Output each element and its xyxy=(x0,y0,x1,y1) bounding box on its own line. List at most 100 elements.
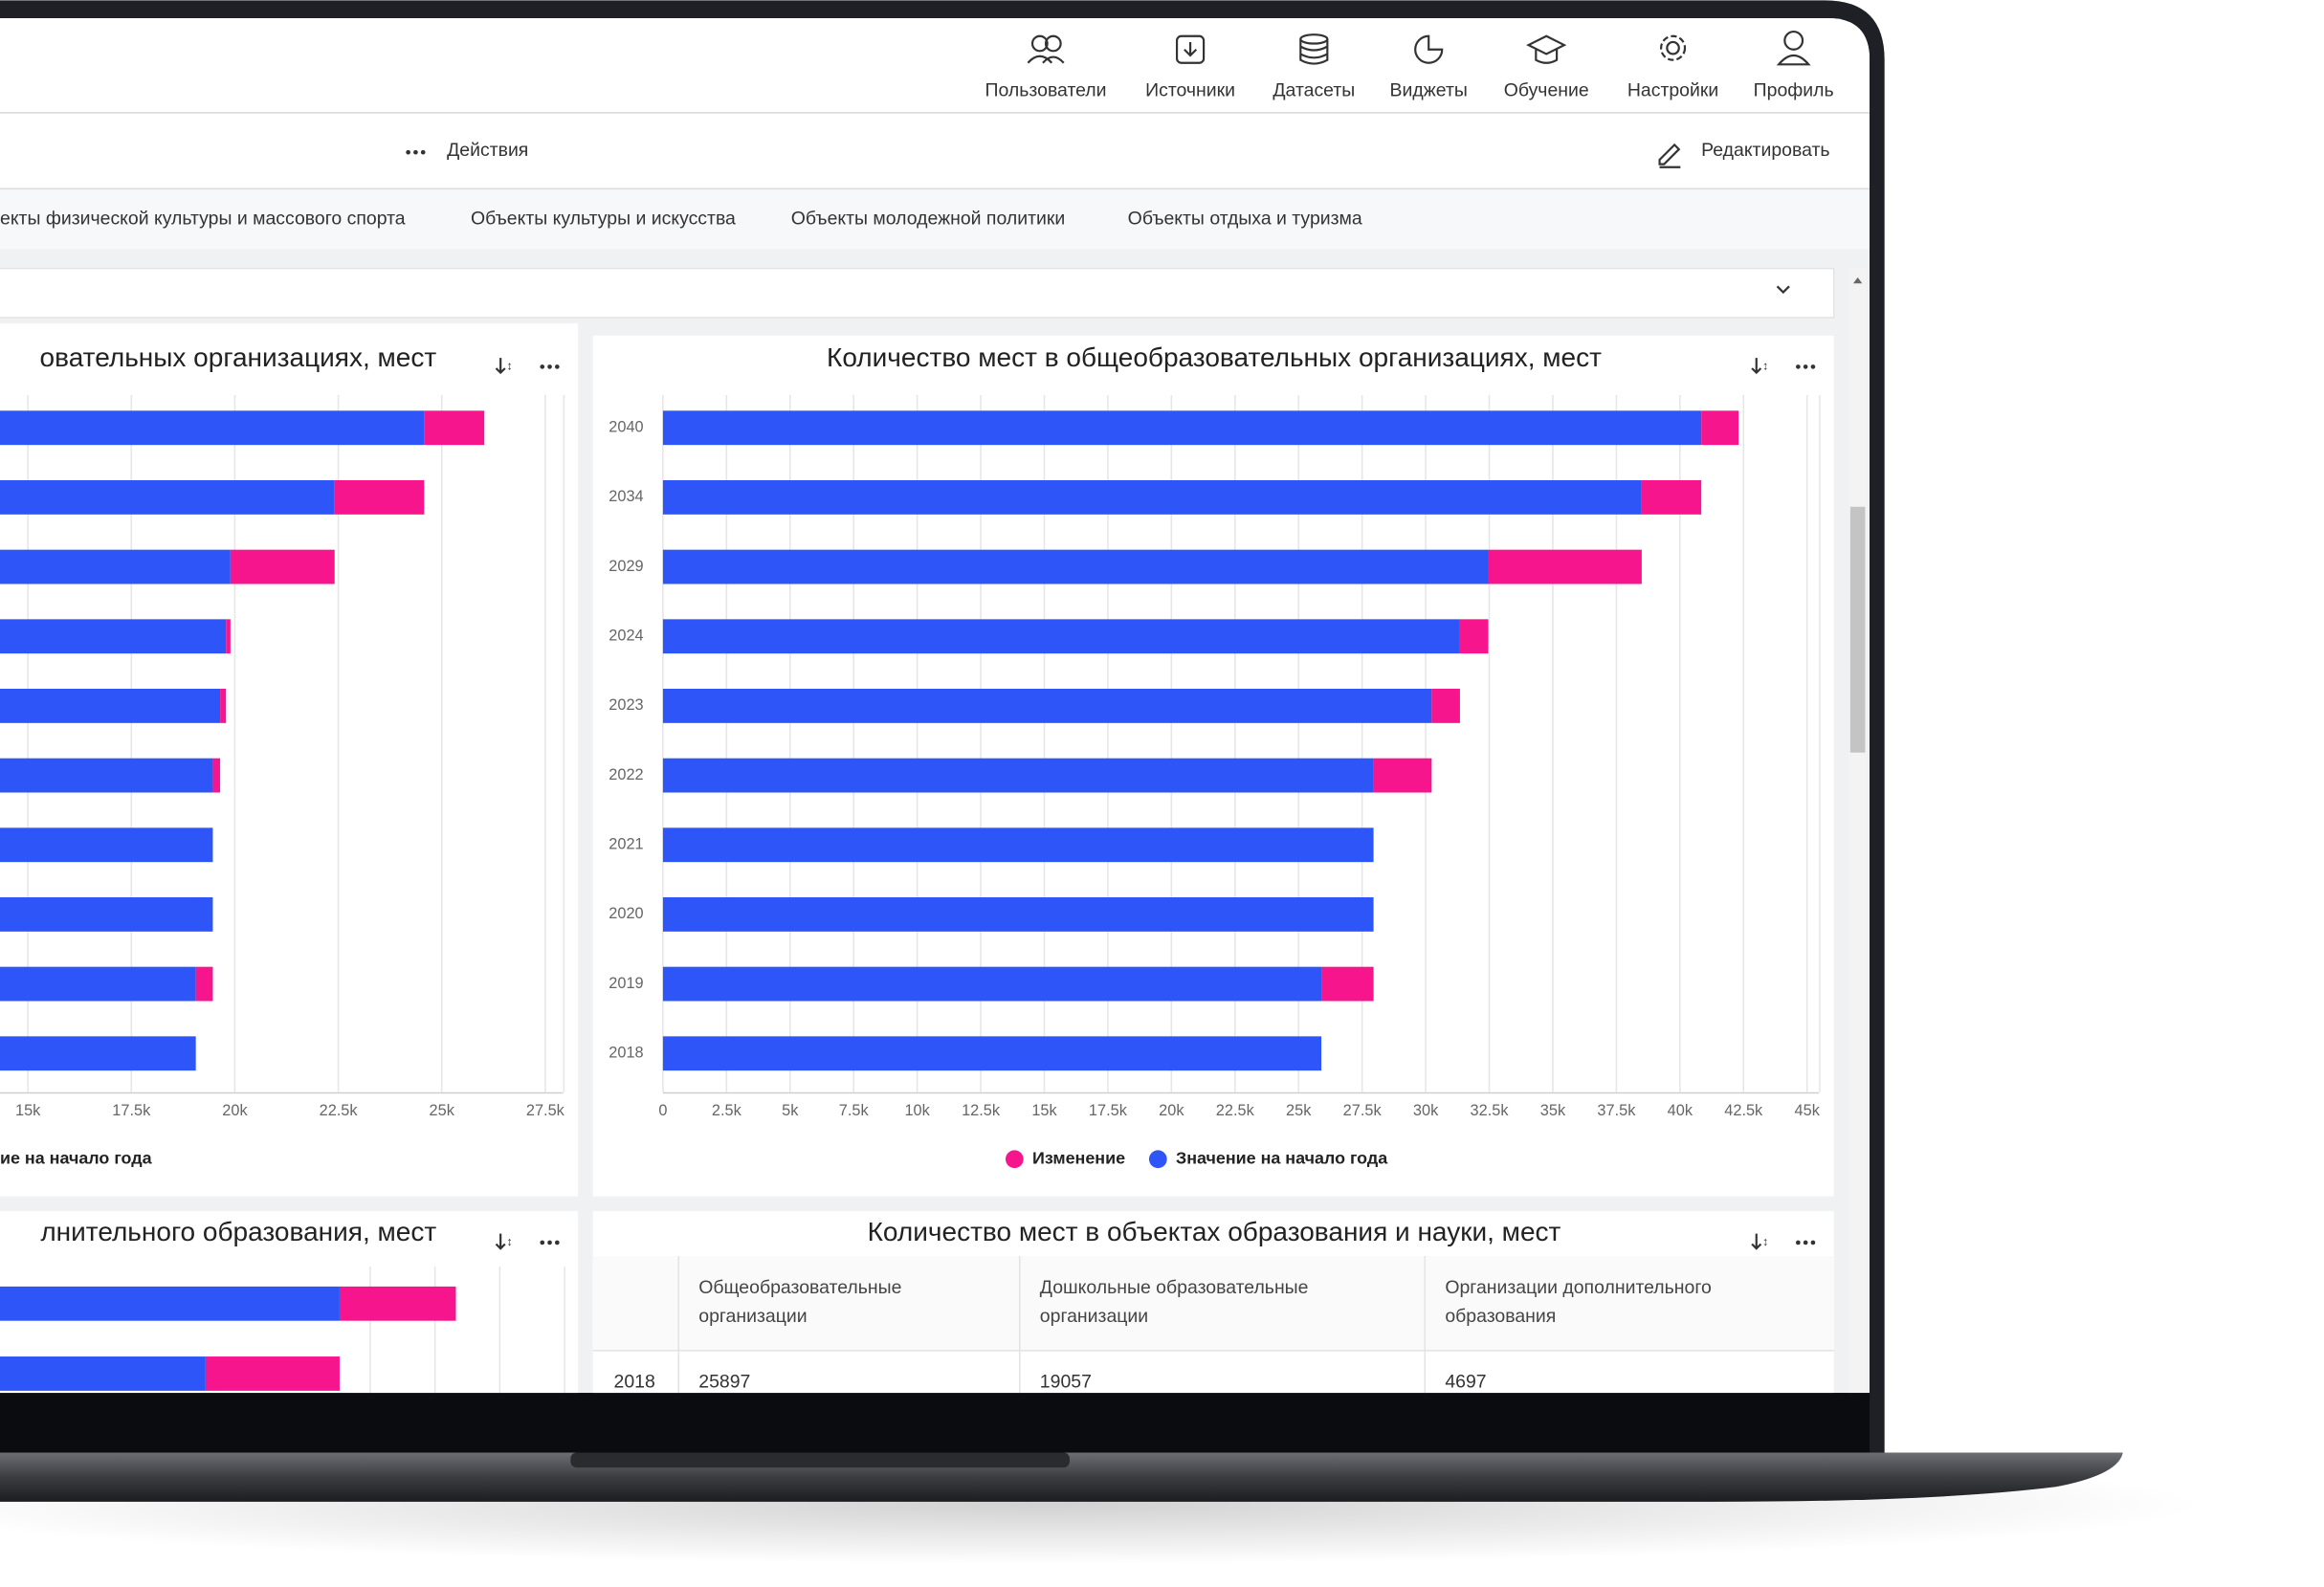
nav-item[interactable]: Виджеты xyxy=(1390,79,1468,100)
svg-text:↕: ↕ xyxy=(1762,1235,1768,1248)
bar-segment xyxy=(424,410,485,446)
nav-item[interactable]: Источники xyxy=(1145,79,1235,100)
chart-title: овательных организациях, мест xyxy=(40,342,437,372)
y-tick-label: 2034 xyxy=(609,488,643,505)
tab[interactable]: Объекты молодежной политики xyxy=(791,208,1065,229)
bar-segment xyxy=(195,966,213,1002)
x-tick-label: 27.5k xyxy=(526,1102,565,1119)
bar-segment xyxy=(1321,966,1374,1002)
scrollbar-thumb[interactable] xyxy=(1849,506,1866,753)
x-tick-label: 40k xyxy=(1668,1102,1693,1119)
bar-segment xyxy=(662,758,1374,793)
bar-segment xyxy=(0,689,221,723)
chart-title: Количество мест в общеобразовательных ор… xyxy=(827,342,1602,372)
bar-segment xyxy=(212,758,221,793)
bar-segment xyxy=(205,1356,340,1391)
bar-segment xyxy=(0,966,196,1002)
dropdown[interactable] xyxy=(0,267,1835,319)
bar-segment xyxy=(0,410,425,446)
nav-item[interactable]: Пользователи xyxy=(985,79,1107,100)
actions-button[interactable]: Действия xyxy=(447,140,528,161)
widget-icons[interactable]: ↕ ↕ ↕ ↕ xyxy=(495,358,1816,1250)
legend-marker xyxy=(1006,1150,1024,1169)
y-tick-label: 2018 xyxy=(609,1045,643,1062)
bar-segment xyxy=(0,897,213,932)
bar-segment xyxy=(662,480,1642,515)
x-tick-label: 30k xyxy=(1413,1102,1439,1119)
y-tick-label: 2029 xyxy=(609,558,643,575)
bar-segment xyxy=(662,689,1432,723)
svg-text:↕: ↕ xyxy=(506,360,512,373)
bar-segment xyxy=(1459,619,1489,654)
x-tick-label: 7.5k xyxy=(839,1102,870,1119)
table-cell: 4697 xyxy=(1445,1371,1486,1392)
bar-segment xyxy=(1431,689,1460,723)
x-tick-label: 32.5k xyxy=(1471,1102,1510,1119)
dots-icon xyxy=(406,149,426,155)
table-cell: 2018 xyxy=(614,1371,655,1392)
pencil-icon xyxy=(1658,143,1681,168)
nav-item[interactable]: Обучение xyxy=(1504,79,1589,100)
x-tick-label: 35k xyxy=(1540,1102,1566,1119)
table-cell: 25897 xyxy=(698,1371,750,1392)
y-tick-label: 2040 xyxy=(609,419,643,436)
edit-button[interactable]: Редактировать xyxy=(1701,140,1829,161)
x-tick-label: 15k xyxy=(1031,1102,1057,1119)
legend-marker xyxy=(1148,1150,1167,1169)
bar-segment xyxy=(0,1036,196,1071)
toolbar xyxy=(0,113,1870,188)
x-tick-label: 37.5k xyxy=(1597,1102,1636,1119)
table-title: Количество мест в объектах образования и… xyxy=(868,1217,1561,1246)
bar-segment xyxy=(0,549,231,584)
tab[interactable]: екты физической культуры и массового спо… xyxy=(0,208,406,229)
screen: Пользователи Источники Датасеты Виджеты … xyxy=(0,18,1870,1394)
bar-segment xyxy=(220,689,227,723)
bar-segment xyxy=(226,619,231,654)
svg-text:↕: ↕ xyxy=(1762,360,1768,373)
bar-segment xyxy=(662,1036,1322,1071)
chart-title: лнительного образования, мест xyxy=(40,1217,436,1246)
x-tick-label: 25k xyxy=(1286,1102,1312,1119)
column-header: Дошкольные образовательные организации xyxy=(1040,1277,1309,1327)
bar-segment xyxy=(662,549,1489,584)
x-tick-label: 5k xyxy=(782,1102,799,1119)
bar-segment xyxy=(662,410,1702,446)
chevron-icon xyxy=(1776,285,1790,295)
y-tick-label: 2020 xyxy=(609,905,643,922)
legend-label: ие на начало года xyxy=(0,1148,153,1167)
bar-segment xyxy=(662,619,1460,654)
bar-segment xyxy=(1641,480,1702,515)
hinge xyxy=(570,1452,1070,1468)
x-tick-label: 27.5k xyxy=(1343,1102,1383,1119)
charts: 15k 17.5k 20k 22.5k 25k 27.5k ие на начало год… xyxy=(0,394,1821,1394)
bar-segment xyxy=(1373,758,1432,793)
y-tick-label: 2024 xyxy=(609,628,643,645)
legend-label: Изменение xyxy=(1032,1148,1125,1167)
x-tick-label: 15k xyxy=(15,1102,41,1119)
x-tick-label: 22.5k xyxy=(320,1102,359,1119)
bar-segment xyxy=(339,1286,456,1321)
tab[interactable]: Объекты культуры и искусства xyxy=(471,208,736,229)
nav-item[interactable]: Датасеты xyxy=(1273,79,1355,100)
nav-item[interactable]: Профиль xyxy=(1754,79,1834,100)
tab[interactable]: Объекты отдыха и туризма xyxy=(1128,208,1362,229)
y-tick-label: 2023 xyxy=(609,696,643,714)
x-tick-label: 20k xyxy=(1159,1102,1184,1119)
bar-segment xyxy=(1701,410,1739,446)
nav-icons xyxy=(1027,30,1811,66)
nav-item[interactable]: Настройки xyxy=(1627,79,1718,100)
bar-segment xyxy=(0,480,335,515)
svg-text:↕: ↕ xyxy=(506,1235,512,1248)
x-tick-label: 17.5k xyxy=(112,1102,151,1119)
scroll-up[interactable] xyxy=(1852,276,1863,284)
y-tick-label: 2022 xyxy=(609,766,643,783)
y-tick-label: 2021 xyxy=(609,836,643,853)
x-tick-label: 0 xyxy=(658,1102,667,1119)
bar-segment xyxy=(0,758,213,793)
x-tick-label: 45k xyxy=(1795,1102,1821,1119)
x-tick-label: 2.5k xyxy=(712,1102,742,1119)
table: Общеобразовательные организации Дошкольные… xyxy=(614,1277,1712,1392)
legend-label: Значение на начало года xyxy=(1176,1148,1388,1167)
bar-segment xyxy=(662,966,1322,1002)
